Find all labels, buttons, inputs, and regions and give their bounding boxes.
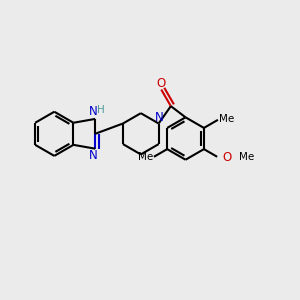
Text: Me: Me (219, 114, 234, 124)
Text: O: O (156, 77, 165, 90)
Text: O: O (222, 151, 231, 164)
Text: N: N (89, 149, 98, 162)
Text: Me: Me (239, 152, 254, 162)
Text: N: N (155, 111, 164, 124)
Text: N: N (89, 105, 98, 119)
Text: Me: Me (138, 152, 153, 162)
Text: H: H (97, 105, 105, 115)
